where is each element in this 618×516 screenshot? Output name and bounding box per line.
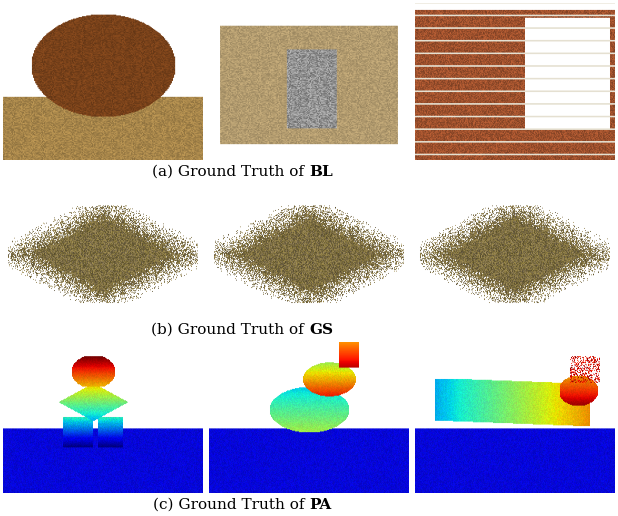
Text: (a) Ground Truth of: (a) Ground Truth of: [152, 165, 309, 179]
Text: GS: GS: [309, 323, 333, 337]
Text: (c) Ground Truth of: (c) Ground Truth of: [153, 498, 309, 512]
Text: BL: BL: [309, 165, 332, 179]
Text: (b) Ground Truth of: (b) Ground Truth of: [151, 323, 309, 337]
Text: PA: PA: [309, 498, 331, 512]
